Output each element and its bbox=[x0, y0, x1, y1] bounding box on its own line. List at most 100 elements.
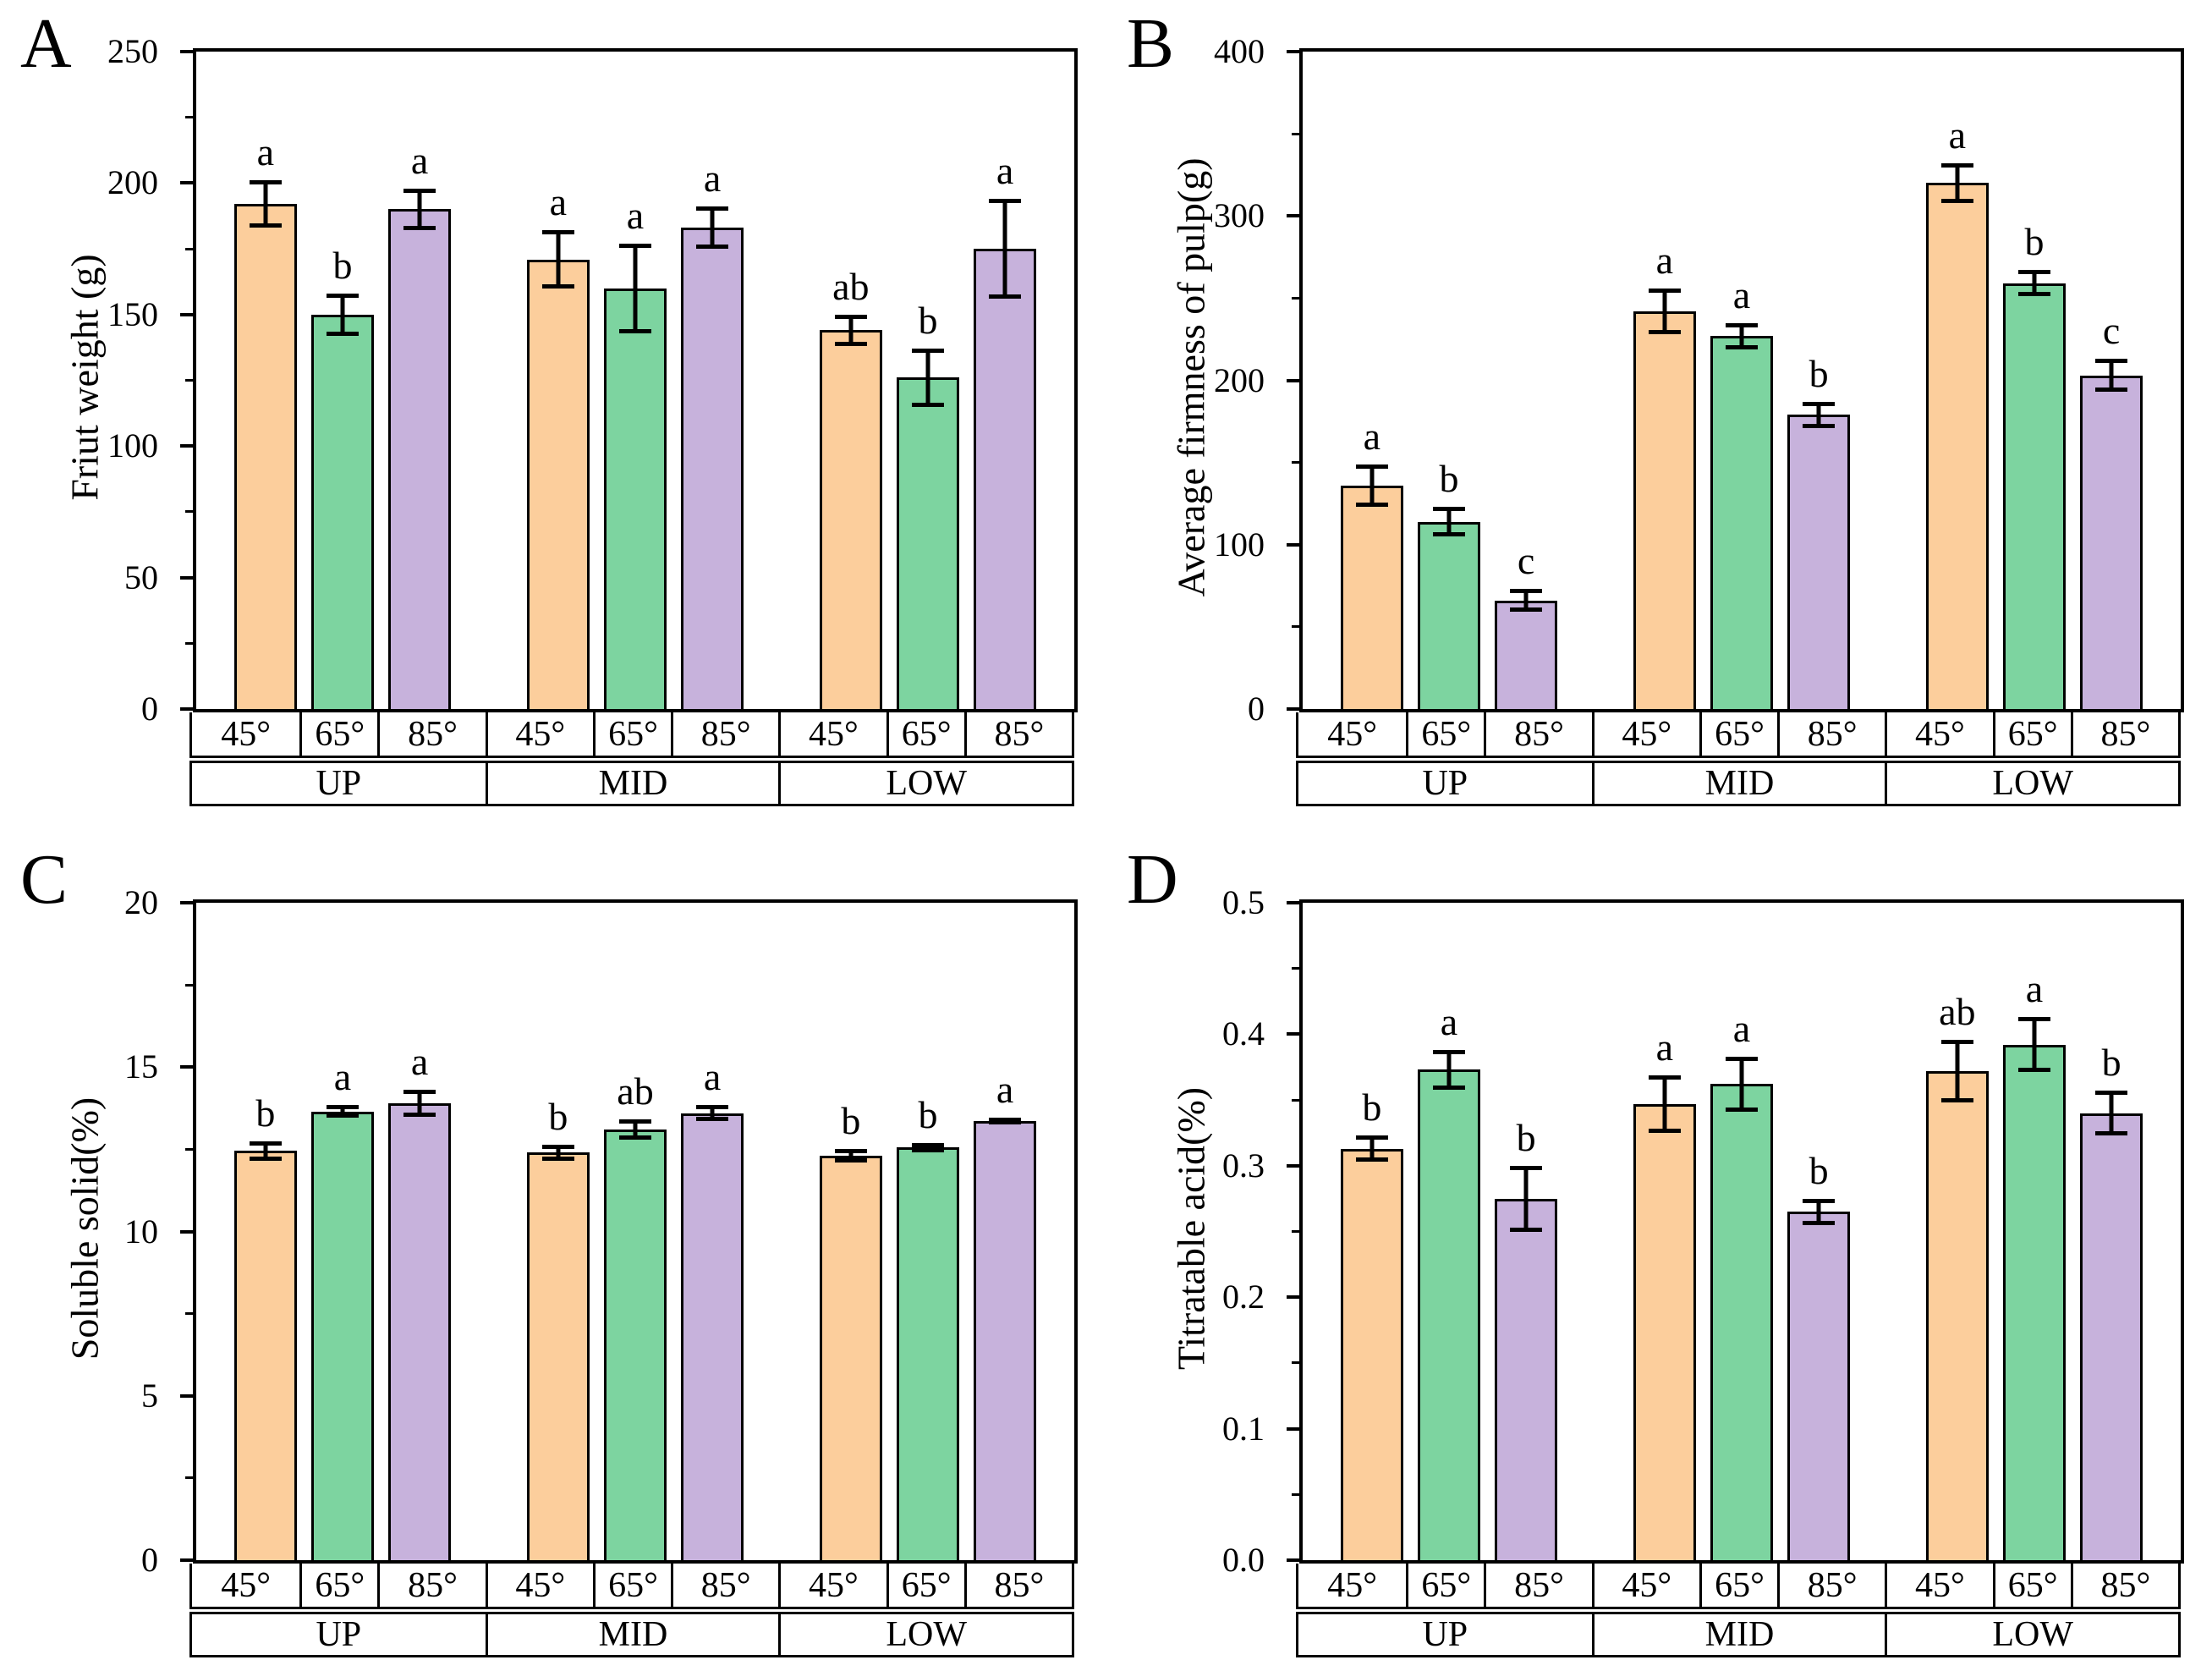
bar-low-65deg bbox=[2003, 283, 2066, 709]
error-bar bbox=[541, 230, 574, 289]
panel-label-c: C bbox=[20, 840, 69, 919]
group-cell-label: UP bbox=[316, 1615, 362, 1654]
error-bar-stem bbox=[556, 1144, 561, 1161]
angle-cell: 65° bbox=[1406, 1564, 1484, 1607]
angle-cell-label: 45° bbox=[221, 714, 271, 754]
angle-cell: 45° bbox=[778, 1564, 886, 1607]
angle-cell-label: 65° bbox=[2007, 1565, 2058, 1605]
error-bar-stem bbox=[1662, 1075, 1667, 1133]
x-axis-group-row: UP MID LOW bbox=[189, 761, 1074, 806]
y-axis-major-tick bbox=[1287, 1558, 1299, 1562]
y-tick-label: 300 bbox=[1214, 196, 1265, 235]
angle-cell: 65° bbox=[886, 712, 964, 756]
significance-letter: ab bbox=[617, 1069, 654, 1113]
error-bar bbox=[1803, 401, 1836, 428]
group-cell: UP bbox=[192, 763, 486, 804]
group-cell-label: LOW bbox=[1992, 764, 2073, 803]
group-cell: UP bbox=[1298, 1614, 1592, 1655]
significance-letter: a bbox=[1732, 272, 1751, 316]
error-bar bbox=[1648, 1075, 1681, 1133]
error-bar bbox=[1433, 507, 1465, 537]
error-bar-stem bbox=[1739, 322, 1744, 349]
y-axis-minor-tick bbox=[1292, 1230, 1299, 1233]
angle-cell-label: 85° bbox=[1514, 714, 1564, 754]
y-axis-major-tick bbox=[1287, 1032, 1299, 1036]
y-axis-major-tick bbox=[1287, 378, 1299, 382]
significance-letter: a bbox=[410, 138, 429, 182]
error-bar-stem bbox=[848, 1149, 854, 1163]
significance-letter: a bbox=[626, 193, 645, 237]
bar-up-45deg bbox=[233, 1151, 297, 1560]
angle-cell: 65° bbox=[299, 712, 377, 756]
group-cell-label: LOW bbox=[886, 1615, 967, 1654]
error-bar-stem bbox=[340, 293, 345, 336]
error-bar bbox=[2018, 1017, 2050, 1073]
y-axis-minor-tick bbox=[185, 641, 193, 645]
y-axis-major-tick bbox=[180, 312, 193, 316]
y-tick-label: 50 bbox=[124, 558, 158, 596]
y-axis-major-tick bbox=[1287, 707, 1299, 711]
angle-cell-label: 45° bbox=[808, 1565, 859, 1605]
angle-cell-label: 45° bbox=[1914, 714, 1965, 754]
significance-letter: b bbox=[1362, 1086, 1382, 1130]
error-bar bbox=[249, 180, 282, 228]
angle-cell-label: 65° bbox=[608, 1565, 658, 1605]
angle-cell: 65° bbox=[1406, 712, 1484, 756]
y-tick-label: 150 bbox=[107, 294, 158, 333]
angle-cell: 45° bbox=[1298, 1564, 1406, 1607]
y-axis-major-tick bbox=[180, 1065, 193, 1069]
bar-mid-45deg bbox=[1633, 311, 1696, 709]
bar-mid-85deg bbox=[681, 228, 744, 709]
y-axis-major-tick bbox=[180, 707, 193, 711]
error-bar bbox=[1433, 1050, 1465, 1090]
error-bar-stem bbox=[1446, 1050, 1452, 1090]
error-bar-stem bbox=[556, 230, 561, 289]
y-axis-minor-tick bbox=[185, 1476, 193, 1480]
y-tick-label: 200 bbox=[1214, 360, 1265, 399]
error-bar-stem bbox=[633, 243, 638, 333]
significance-letter: a bbox=[1948, 113, 1967, 157]
angle-cell: 45° bbox=[1885, 1564, 1992, 1607]
group-cell-label: MID bbox=[598, 1615, 668, 1654]
y-axis-minor-tick bbox=[185, 1147, 193, 1151]
error-bar-stem bbox=[263, 180, 268, 228]
y-tick-label: 0 bbox=[141, 1541, 158, 1579]
bar-up-65deg bbox=[311, 314, 374, 709]
panel-label-a: A bbox=[20, 4, 72, 83]
group-cell: UP bbox=[1298, 763, 1592, 804]
panel-label-b: B bbox=[1127, 4, 1175, 83]
x-axis-group-row: UP MID LOW bbox=[189, 1612, 1074, 1657]
bar-mid-85deg bbox=[1787, 415, 1851, 709]
angle-cell-label: 85° bbox=[1807, 1565, 1858, 1605]
error-bar-stem bbox=[1002, 1118, 1007, 1125]
error-bar-stem bbox=[1446, 507, 1452, 537]
group-cell: LOW bbox=[778, 763, 1072, 804]
angle-cell-label: 65° bbox=[901, 714, 952, 754]
bar-mid-45deg bbox=[1633, 1103, 1696, 1560]
error-bar bbox=[1355, 1135, 1388, 1163]
group-cell: MID bbox=[485, 763, 779, 804]
error-bar-stem bbox=[1955, 163, 1960, 203]
error-bar-stem bbox=[925, 349, 930, 407]
angle-cell-label: 85° bbox=[1514, 1565, 1564, 1605]
significance-letter: b bbox=[255, 1091, 276, 1135]
error-bar bbox=[1648, 288, 1681, 335]
error-bar-stem bbox=[633, 1119, 638, 1140]
error-bar bbox=[696, 1104, 729, 1122]
y-axis-minor-tick bbox=[185, 510, 193, 514]
plot-area-b: 0 100 200 300 400 a b c a a b a b c bbox=[1214, 32, 2184, 728]
angle-cell: 45° bbox=[192, 1564, 299, 1607]
y-axis-minor-tick bbox=[185, 247, 193, 250]
y-axis-minor-tick bbox=[1292, 461, 1299, 464]
x-axis-angle-row: 45° 65° 85° 45° 65° 85° 45° 65° 85° bbox=[1296, 1564, 2181, 1609]
significance-letter: a bbox=[549, 180, 568, 224]
bar-mid-65deg bbox=[1710, 336, 1773, 709]
angle-cell: 65° bbox=[592, 1564, 671, 1607]
y-axis-major-tick bbox=[1287, 1295, 1299, 1300]
bar-low-65deg bbox=[2003, 1044, 2066, 1560]
error-bar bbox=[2018, 270, 2050, 297]
group-cell-label: LOW bbox=[886, 764, 967, 803]
error-bar bbox=[2095, 1091, 2128, 1136]
angle-cell-label: 85° bbox=[408, 1565, 458, 1605]
